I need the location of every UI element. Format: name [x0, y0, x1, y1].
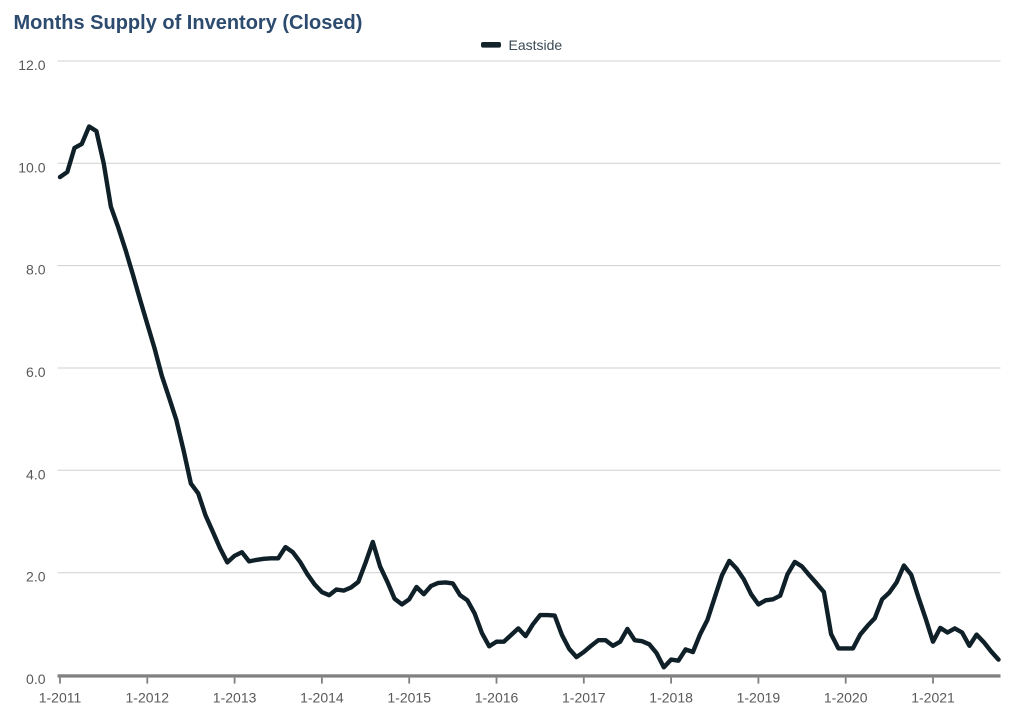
svg-text:6.0: 6.0 — [26, 364, 46, 380]
svg-text:1-2017: 1-2017 — [562, 690, 606, 706]
svg-text:1-2019: 1-2019 — [737, 690, 781, 706]
svg-text:1-2012: 1-2012 — [126, 690, 170, 706]
svg-text:4.0: 4.0 — [26, 466, 46, 482]
svg-text:1-2013: 1-2013 — [213, 690, 257, 706]
svg-text:1-2015: 1-2015 — [387, 690, 431, 706]
svg-text:0.0: 0.0 — [26, 671, 46, 687]
svg-text:1-2011: 1-2011 — [39, 690, 82, 706]
svg-text:10.0: 10.0 — [18, 159, 45, 175]
svg-text:Eastside: Eastside — [509, 37, 563, 53]
svg-text:1-2018: 1-2018 — [649, 690, 693, 706]
svg-text:1-2020: 1-2020 — [824, 690, 868, 706]
svg-text:1-2014: 1-2014 — [300, 690, 344, 706]
svg-text:1-2016: 1-2016 — [475, 690, 519, 706]
svg-text:12.0: 12.0 — [18, 57, 45, 73]
svg-text:Months Supply of Inventory (Cl: Months Supply of Inventory (Closed) — [14, 12, 363, 34]
svg-text:1-2021: 1-2021 — [911, 690, 955, 706]
svg-text:8.0: 8.0 — [26, 262, 46, 278]
svg-text:2.0: 2.0 — [26, 569, 46, 585]
